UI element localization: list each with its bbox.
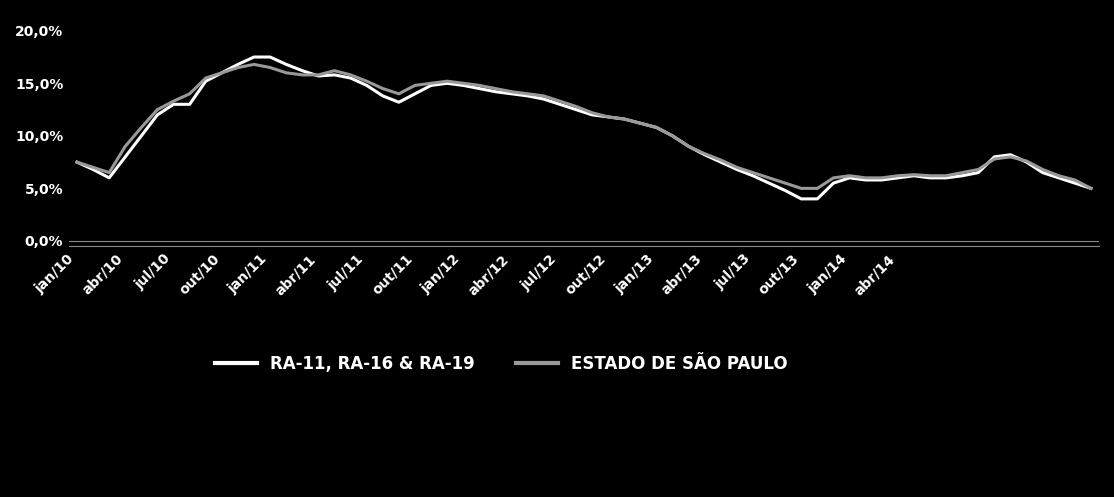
RA-11, RA-16 & RA-19 bbox=[730, 166, 743, 172]
RA-11, RA-16 & RA-19 bbox=[1084, 185, 1097, 191]
RA-11, RA-16 & RA-19 bbox=[746, 173, 760, 179]
ESTADO DE SÃO PAULO bbox=[794, 185, 808, 191]
ESTADO DE SÃO PAULO bbox=[585, 110, 598, 116]
ESTADO DE SÃO PAULO bbox=[730, 165, 743, 170]
RA-11, RA-16 & RA-19 bbox=[649, 124, 663, 130]
Line: ESTADO DE SÃO PAULO: ESTADO DE SÃO PAULO bbox=[77, 65, 1091, 188]
ESTADO DE SÃO PAULO bbox=[649, 124, 663, 130]
ESTADO DE SÃO PAULO bbox=[746, 169, 760, 175]
RA-11, RA-16 & RA-19 bbox=[70, 159, 84, 165]
ESTADO DE SÃO PAULO bbox=[1084, 185, 1097, 191]
RA-11, RA-16 & RA-19 bbox=[585, 112, 598, 118]
ESTADO DE SÃO PAULO bbox=[199, 75, 213, 81]
RA-11, RA-16 & RA-19 bbox=[199, 78, 213, 84]
RA-11, RA-16 & RA-19 bbox=[247, 54, 261, 60]
Legend: RA-11, RA-16 & RA-19, ESTADO DE SÃO PAULO: RA-11, RA-16 & RA-19, ESTADO DE SÃO PAUL… bbox=[207, 347, 797, 382]
ESTADO DE SÃO PAULO bbox=[70, 159, 84, 165]
ESTADO DE SÃO PAULO bbox=[247, 62, 261, 68]
ESTADO DE SÃO PAULO bbox=[505, 89, 518, 95]
RA-11, RA-16 & RA-19 bbox=[505, 91, 518, 97]
RA-11, RA-16 & RA-19 bbox=[794, 196, 808, 202]
Line: RA-11, RA-16 & RA-19: RA-11, RA-16 & RA-19 bbox=[77, 57, 1091, 199]
